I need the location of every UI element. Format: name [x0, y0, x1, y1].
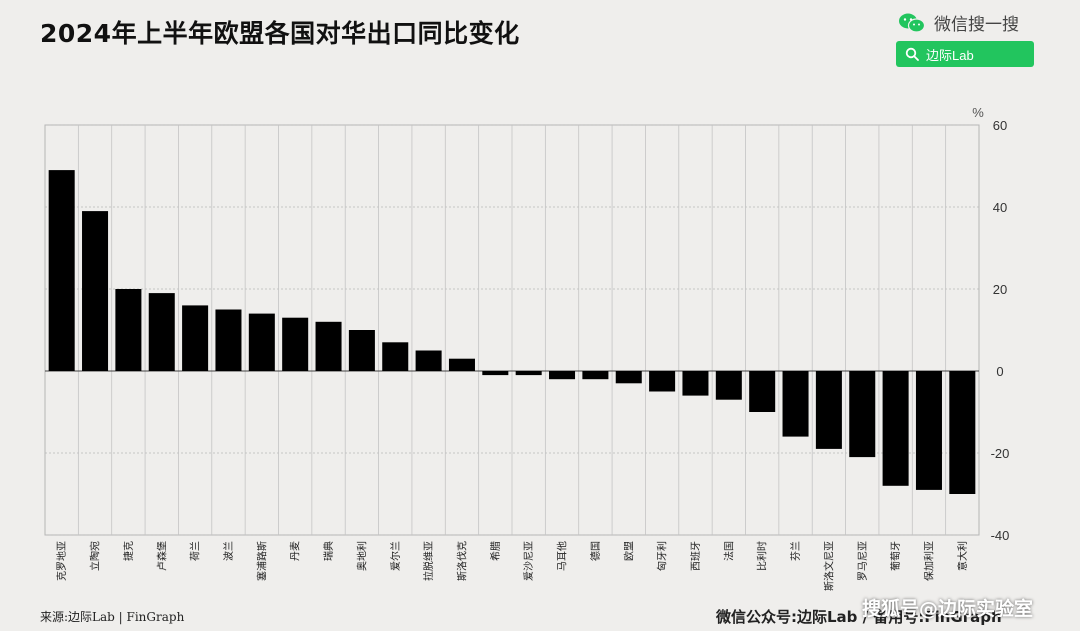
- bar: [749, 371, 776, 412]
- x-tick-label: 意大利: [956, 541, 969, 571]
- x-tick-label: 荷兰: [189, 541, 202, 561]
- bar: [549, 371, 576, 380]
- bar: [48, 170, 75, 371]
- bar: [282, 317, 309, 371]
- bar: [215, 309, 242, 371]
- bar: [649, 371, 676, 392]
- x-tick-label: 保加利亚: [922, 541, 935, 581]
- y-tick-label: 20: [993, 282, 1007, 297]
- x-tick-label: 马耳他: [556, 541, 569, 571]
- x-tick-label: 捷克: [122, 541, 135, 561]
- bar: [348, 330, 375, 371]
- x-tick-label: 克罗地亚: [55, 541, 68, 581]
- y-axis-label: %: [972, 105, 984, 120]
- wechat-search-brand: 微信搜一搜: [898, 10, 1019, 35]
- watermark: 搜狐号@边际实验室: [862, 598, 1034, 620]
- bar: [115, 289, 142, 371]
- bar: [715, 371, 742, 400]
- x-tick-label: 斯洛伐克: [455, 541, 468, 581]
- search-button[interactable]: 边际Lab: [896, 41, 1034, 67]
- search-button-label: 边际Lab: [926, 47, 974, 63]
- x-tick-label: 爱尔兰: [389, 541, 402, 571]
- bar: [882, 371, 909, 486]
- bar: [415, 350, 442, 371]
- bar: [82, 211, 109, 371]
- bar: [482, 371, 509, 376]
- x-tick-label: 西班牙: [690, 541, 702, 571]
- bar: [949, 371, 976, 494]
- y-tick-label: 0: [996, 364, 1003, 379]
- x-tick-label: 斯洛文尼亚: [822, 541, 835, 591]
- bar: [315, 321, 342, 371]
- y-tick-label: -40: [991, 528, 1010, 543]
- chart-title: 2024年上半年欧盟各国对华出口同比变化: [40, 19, 520, 48]
- bar: [615, 371, 642, 384]
- bar: [248, 313, 275, 371]
- x-tick-label: 法国: [722, 541, 735, 561]
- x-tick-label: 拉脱维亚: [422, 541, 435, 581]
- x-tick-label: 欧盟: [623, 541, 635, 561]
- x-tick-label: 德国: [589, 541, 602, 561]
- bar: [682, 371, 709, 396]
- x-tick-label: 奥地利: [355, 541, 368, 571]
- x-tick-label: 卢森堡: [155, 541, 168, 571]
- x-tick-label: 希腊: [489, 541, 502, 561]
- bar: [582, 371, 609, 380]
- bar: [915, 371, 942, 490]
- search-icon: [905, 47, 919, 61]
- x-tick-label: 爱沙尼亚: [522, 541, 535, 581]
- bar: [382, 342, 409, 371]
- bar: [782, 371, 809, 437]
- source-note: 来源:边际Lab | FinGraph: [40, 610, 185, 624]
- y-tick-label: -20: [991, 446, 1010, 461]
- x-tick-label: 罗马尼亚: [857, 541, 869, 581]
- y-tick-label: 60: [993, 118, 1007, 133]
- x-tick-label: 比利时: [757, 541, 769, 571]
- bar: [448, 358, 475, 371]
- x-tick-label: 塞浦路斯: [255, 541, 268, 581]
- wechat-icon: [899, 13, 926, 33]
- x-tick-label: 匈牙利: [656, 541, 669, 571]
- y-tick-label: 40: [993, 200, 1007, 215]
- bar: [815, 371, 842, 449]
- bar: [849, 371, 876, 458]
- x-tick-label: 波兰: [222, 541, 235, 561]
- x-tick-label: 立陶宛: [89, 541, 102, 571]
- bar: [182, 305, 209, 371]
- public-account-note: 微信公众号:边际Lab / 备用号:FinGraph: [716, 608, 1002, 626]
- bar: [515, 371, 542, 376]
- wechat-search-label: 微信搜一搜: [934, 15, 1019, 35]
- x-tick-label: 葡萄牙: [889, 541, 902, 571]
- x-tick-label: 丹麦: [290, 541, 302, 561]
- bar: [148, 293, 175, 371]
- x-tick-label: 芬兰: [789, 541, 802, 561]
- x-tick-label: 瑞典: [322, 541, 335, 561]
